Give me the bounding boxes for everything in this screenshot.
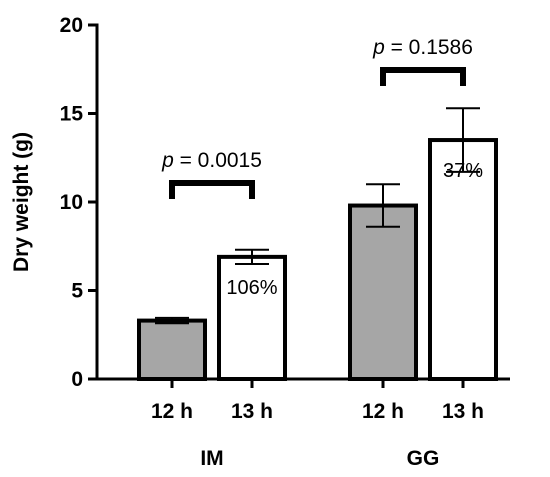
group-label: GG (407, 447, 440, 470)
axes: 0 5 10 15 20 12 h 13 h IM 12 h 13 h GG (60, 14, 510, 470)
y-tick-label: 10 (60, 191, 83, 214)
group-label: IM (200, 447, 223, 470)
p-value-label: p = 0.1586 (372, 36, 473, 59)
y-axis-label: Dry weight (g) (10, 132, 33, 272)
bar (137, 318, 207, 381)
p-symbol: p (161, 149, 174, 172)
x-tick-label: 13 h (231, 400, 273, 423)
annotations: 106% p = 0.0015 37% p = 0.1586 (161, 36, 483, 299)
bar (348, 203, 418, 381)
significance-bracket (380, 67, 466, 86)
bar (428, 138, 498, 381)
p-symbol: p (372, 36, 385, 59)
x-tick-label: 12 h (362, 400, 404, 423)
percent-annotation: 106% (226, 277, 277, 299)
x-tick-label: 12 h (151, 400, 193, 423)
bars (137, 107, 498, 381)
y-tick-label: 5 (71, 280, 83, 303)
y-tick-label: 20 (60, 14, 83, 37)
y-tick-label: 0 (71, 368, 83, 391)
x-tick-label: 13 h (442, 400, 484, 423)
p-value-label: p = 0.0015 (161, 149, 262, 172)
p-value: = 0.0015 (174, 149, 262, 172)
p-value: = 0.1586 (385, 36, 473, 59)
significance-bracket (169, 180, 255, 199)
bar (217, 254, 287, 381)
y-tick-label: 15 (60, 103, 84, 126)
percent-annotation: 37% (443, 160, 483, 182)
